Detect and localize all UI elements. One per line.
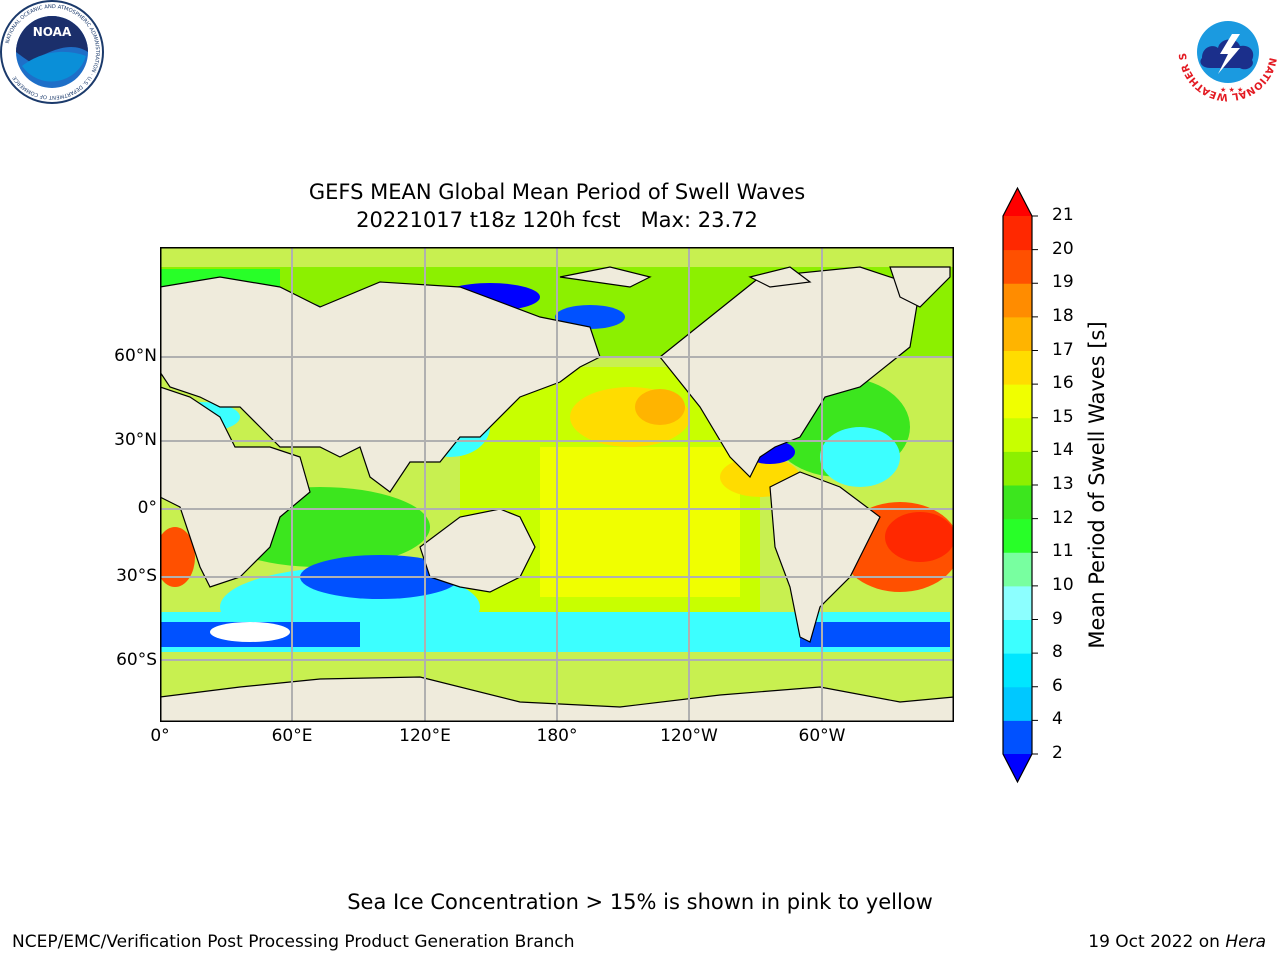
colorbar-segment — [1003, 316, 1032, 351]
map-frame — [160, 247, 954, 722]
colorbar-segment — [1003, 686, 1032, 721]
lon-label-120w: 120°W — [660, 726, 718, 746]
lat-label-30s: 30°S — [116, 566, 157, 586]
eurasia-land — [160, 276, 601, 493]
colorbar-under-triangle — [1003, 754, 1032, 782]
colorbar-tick-label: 20 — [1052, 238, 1074, 259]
colorbar-tick-label: 12 — [1052, 507, 1074, 528]
colorbar-segment — [1003, 451, 1032, 486]
colorbar-over-triangle — [1003, 188, 1032, 216]
colorbar-tick-label: 14 — [1052, 440, 1074, 461]
noaa-logo: NATIONAL OCEANIC AND ATMOSPHERIC ADMINIS… — [0, 0, 104, 104]
lon-label-0: 0° — [150, 726, 170, 746]
colorbar-tick-label: 18 — [1052, 305, 1074, 326]
date-text: 19 Oct 2022 on — [1088, 932, 1220, 952]
map-title: GEFS MEAN Global Mean Period of Swell Wa… — [308, 180, 806, 204]
colorbar-tick-label: 21 — [1052, 205, 1074, 225]
land-masses — [160, 266, 954, 722]
lon-label-120e: 120°E — [399, 726, 451, 746]
lat-label-equator: 0° — [137, 498, 157, 518]
credit-text: NCEP/EMC/Verification Post Processing Pr… — [12, 932, 575, 952]
host-name: Hera — [1225, 932, 1266, 952]
colorbar-tick-label: 2 — [1052, 743, 1063, 763]
colorbar-segment — [1003, 350, 1032, 385]
colorbar-tick-label: 8 — [1052, 642, 1063, 663]
antarctica-land — [160, 676, 954, 722]
colorbar-title: Mean Period of Swell Waves [s] — [1085, 321, 1109, 649]
colorbar-segment — [1003, 552, 1032, 587]
colorbar-tick-label: 4 — [1052, 709, 1063, 730]
greenland-land — [889, 266, 951, 308]
graticule — [160, 247, 954, 722]
lon-label-60w: 60°W — [798, 726, 846, 746]
colorbar-tick-label: 16 — [1052, 373, 1074, 394]
lat-label-60s: 60°S — [116, 650, 157, 670]
colorbar-tick-label: 17 — [1052, 339, 1074, 360]
lon-label-180: 180° — [536, 726, 578, 746]
colorbar-segment — [1003, 585, 1032, 620]
colorbar-tick-label: 11 — [1052, 541, 1074, 562]
swell-period-map — [160, 247, 954, 722]
noaa-logo-text: NOAA — [33, 25, 72, 39]
colorbar-tick-label: 15 — [1052, 406, 1074, 427]
colorbar-tick-label: 6 — [1052, 675, 1063, 696]
colorbar-segment — [1003, 249, 1032, 284]
colorbar-segment — [1003, 384, 1032, 419]
colorbar-segment — [1003, 619, 1032, 654]
map-subtitle: 20221017 t18z 120h fcst Max: 23.72 — [356, 208, 758, 232]
south-america-land — [769, 471, 881, 643]
colorbar-segment — [1003, 283, 1032, 318]
lon-label-60e: 60°E — [271, 726, 313, 746]
nws-logo: NATIONAL WEATHER SERVICE ★ ★ ★ — [1176, 0, 1278, 102]
lat-label-30n: 30°N — [114, 430, 157, 450]
colorbar — [1002, 186, 1038, 784]
colorbar-segment — [1003, 216, 1032, 251]
footer-date: 19 Oct 2022 on Hera — [1088, 932, 1266, 952]
lat-label-60n: 60°N — [114, 346, 157, 366]
colorbar-segment — [1003, 653, 1032, 688]
colorbar-tick-label: 9 — [1052, 608, 1063, 629]
colorbar-tick-label: 13 — [1052, 474, 1074, 494]
colorbar-segment — [1003, 720, 1032, 755]
colorbar-segment — [1003, 417, 1032, 452]
colorbar-tick-label: 10 — [1052, 574, 1074, 595]
colorbar-segment — [1003, 485, 1032, 520]
nws-stars-icon: ★ ★ ★ — [1220, 86, 1243, 94]
sea-ice-note: Sea Ice Concentration > 15% is shown in … — [347, 890, 933, 914]
africa-land — [160, 386, 311, 588]
colorbar-tick-label: 19 — [1052, 272, 1074, 293]
australia-land — [419, 508, 536, 593]
colorbar-segment — [1003, 518, 1032, 553]
